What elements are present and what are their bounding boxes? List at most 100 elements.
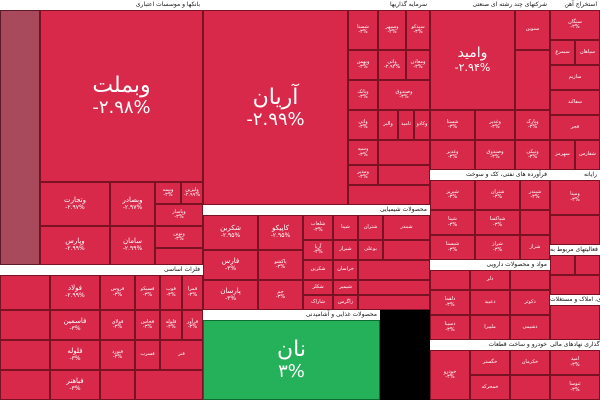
stock-tile[interactable]: وامید -۲.۹۴% [430,10,515,110]
sector-header[interactable]: فلزات اساسی [0,265,203,275]
stock-tile[interactable]: وصندوق -۳% [378,80,430,110]
stock-tile[interactable]: دسینا -۳% [430,315,470,340]
stock-tile[interactable]: فوب -۳% [160,275,182,310]
stock-tile[interactable]: شپنا -۳% [430,210,475,235]
stock-tile[interactable] [135,370,203,400]
stock-tile[interactable]: وسپه -۳% [348,140,378,165]
stock-tile[interactable]: وبهمن -۳% [348,50,378,80]
stock-tile[interactable] [348,185,430,205]
sector-header[interactable]: سرمایه گذاریها [203,0,430,10]
stock-tile[interactable] [550,275,600,295]
stock-tile[interactable]: شیراز [333,240,358,260]
stock-tile[interactable]: دشیمی [510,315,550,340]
sector-header[interactable]: انبوه سازی، املاک و مستغلات [550,295,600,305]
stock-tile[interactable]: سپاهان [575,40,600,65]
stock-tile[interactable]: آریان -۲.۹۹% [203,10,348,205]
stock-tile[interactable]: شلعاب -۳% [303,215,333,240]
stock-tile[interactable]: امید -۳% [550,350,600,375]
stock-tile[interactable]: ملیبرا [470,315,510,340]
stock-tile[interactable]: وتجارت -۲.۹۷% [40,182,110,226]
stock-tile[interactable]: فولاد -۲.۹۹% [50,275,100,310]
stock-tile[interactable]: فسرب [135,340,160,370]
stock-tile[interactable]: خکرمان [510,350,550,375]
stock-tile[interactable]: فمرا -۳% [182,275,203,310]
stock-tile[interactable]: نان ۳% [203,320,380,400]
stock-tile[interactable] [378,165,430,185]
stock-tile[interactable]: شستا -۳% [348,10,378,50]
stock-tile[interactable]: فجر [550,115,600,140]
stock-tile[interactable]: فولای -۳% [100,310,135,340]
stock-tile[interactable] [575,255,600,275]
stock-tile[interactable]: خمحرکه [470,375,510,400]
stock-tile[interactable]: خراسان [333,260,358,280]
stock-tile[interactable]: وغدیر -۳% [430,140,475,170]
sector-header[interactable]: محصولات شیمیایی [203,205,430,215]
stock-tile[interactable]: فارس -۳% [203,250,258,280]
stock-tile[interactable]: بوعلی [358,240,383,260]
sector-header[interactable]: فرآورده های نفتی، کک و سوخت [430,170,550,180]
stock-tile[interactable]: ولیزین -۲.۹۹% [181,182,203,204]
stock-tile[interactable]: سنوین [515,10,550,50]
stock-tile[interactable] [515,50,550,110]
stock-tile[interactable]: وبملت -۲.۹۸% [40,10,203,182]
stock-tile[interactable]: شستا -۳% [430,110,475,140]
stock-tile[interactable] [378,140,430,165]
stock-tile[interactable]: شکلر [303,280,333,295]
stock-tile[interactable]: دکوثر [510,290,550,315]
stock-tile[interactable]: جم -۳% [258,280,303,310]
stock-tile[interactable] [358,280,430,295]
sector-header[interactable]: شرکتهای چند رشته ای صنعتی [430,0,550,10]
stock-tile[interactable]: فنورد -۳% [100,340,135,370]
stock-tile[interactable]: وپارک -۳% [515,110,550,140]
stock-tile[interactable]: شراز [520,235,550,260]
stock-tile[interactable] [550,215,600,245]
stock-tile[interactable]: خگستر [470,350,510,375]
stock-tile[interactable]: شپنا [333,215,358,240]
stock-tile[interactable] [520,210,550,235]
stock-tile[interactable]: شپاکسا -۳% [475,210,520,235]
stock-tile[interactable]: ونیکی -۳% [515,140,550,170]
stock-tile[interactable]: شفارس [575,140,600,170]
stock-tile[interactable] [383,240,430,260]
stock-tile[interactable]: سفالند [550,90,600,115]
stock-tile[interactable]: خودرو -۳% [430,350,470,400]
stock-tile[interactable]: پارسان -۳% [203,280,258,310]
stock-tile[interactable]: فنر [160,340,203,370]
sector-header[interactable]: رایانه [550,170,600,180]
stock-tile[interactable]: سهرمز [550,140,575,170]
stock-tile[interactable]: واتی -۳% [348,110,378,140]
sector-header[interactable]: سرمایه گذاری نهادهای مالی [550,340,600,350]
stock-tile[interactable] [155,248,203,265]
stock-tile[interactable]: ونوین -۳% [155,226,203,248]
stock-tile[interactable]: سیمرغ [550,40,575,65]
stock-tile[interactable]: فباهنر -۳% [50,370,100,400]
stock-tile[interactable]: وصندوق -۳% [475,140,515,170]
stock-tile[interactable]: سیدکو -۳% [406,10,430,50]
stock-tile[interactable]: شراز -۳% [475,235,520,260]
stock-tile[interactable] [0,310,50,340]
stock-tile[interactable]: آریا -۳% [303,240,333,260]
stock-tile[interactable]: شکربن -۲.۹۵% [203,215,258,250]
stock-tile[interactable] [100,370,135,400]
stock-tile[interactable]: فاسمین -۳% [50,310,100,340]
stock-tile[interactable] [0,10,40,265]
stock-tile[interactable]: زاگرس [333,295,358,310]
stock-tile[interactable]: سامان -۲.۹۹% [110,226,155,265]
sector-header[interactable]: فعالیتهای مربوط به [550,245,600,255]
stock-tile[interactable]: شبندر [383,215,430,240]
stock-tile[interactable]: ومپنا -۳% [550,180,600,215]
stock-tile[interactable]: وکادو [414,110,430,140]
stock-tile[interactable] [550,305,600,340]
stock-tile[interactable]: شتران -۳% [475,180,520,210]
stock-tile[interactable]: وبیمه -۳% [155,182,181,204]
stock-tile[interactable]: وپاسار -۳% [155,204,203,226]
stock-tile[interactable]: فروس -۳% [100,275,135,310]
stock-tile[interactable]: فلوله -۳% [160,310,182,340]
stock-tile[interactable]: وبصادر -۲.۹۷% [110,182,155,226]
stock-tile[interactable]: شتران [358,215,383,240]
stock-tile[interactable]: شبندر -۳% [520,180,550,210]
sector-header[interactable]: بانکها و موسسات اعتباری [0,0,203,10]
stock-tile[interactable]: وغدیر -۳% [475,110,515,140]
sector-header[interactable]: محصولات غذایی و آشامیدنی [203,310,380,320]
stock-tile[interactable] [0,370,50,400]
